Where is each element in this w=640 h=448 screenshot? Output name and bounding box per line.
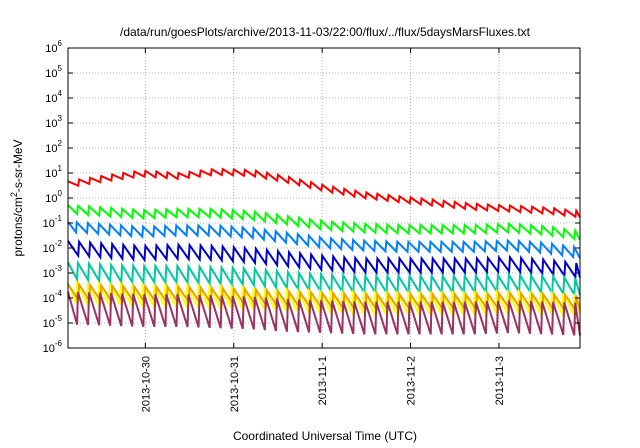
x-tick-label: 2013-11-2 [406,356,418,405]
series-line [67,291,581,336]
y-tick-label: 10-4 [43,289,63,305]
x-tick-label: 2013-11-1 [317,356,329,405]
x-tick-label: 2013-10-30 [140,356,152,412]
plot-frame [67,47,581,349]
x-axis-label: Coordinated Universal Time (UTC) [233,429,417,443]
y-axis-label-exponent: 2 [9,192,19,197]
y-tick-label: 10-1 [43,214,63,230]
y-tick-label: 100 [45,189,62,205]
series-line [67,167,581,219]
y-tick-labels: 10-6 10-5 10-4 10-3 10-2 10-1 100 101 102 103 104 1… [43,39,63,355]
y-axis-label-rest: -s-sr-MeV [11,139,25,192]
y-axis-label-base: protons/cm [11,197,25,256]
y-tick-label: 10-6 [43,339,63,355]
y-tick-label: 104 [45,89,62,105]
y-tick-label: 106 [45,39,62,55]
series-line [67,279,581,318]
series-line [67,259,581,298]
x-tick-labels: 2013-10-30 2013-10-31 2013-11-1 2013-11-2 20… [140,356,506,412]
series-line [67,238,581,281]
series-line [67,203,581,242]
y-tick-label: 10-5 [43,314,63,330]
y-tick-label: 10-2 [43,239,63,255]
x-tick-label: 2013-10-31 [229,356,241,412]
x-tick-label: 2013-11-3 [494,356,506,405]
y-tick-label: 10-3 [43,264,63,280]
data-series [67,167,581,336]
series-line [67,219,581,260]
y-axis-label: protons/cm2-s-sr-MeV [9,139,25,256]
chart-title: /data/run/goesPlots/archive/2013-11-03/2… [120,25,531,39]
y-tick-label: 105 [45,64,62,80]
y-tick-label: 102 [45,139,62,155]
y-tick-label: 101 [45,164,62,180]
y-tick-label: 103 [45,114,62,130]
axes [67,47,581,349]
